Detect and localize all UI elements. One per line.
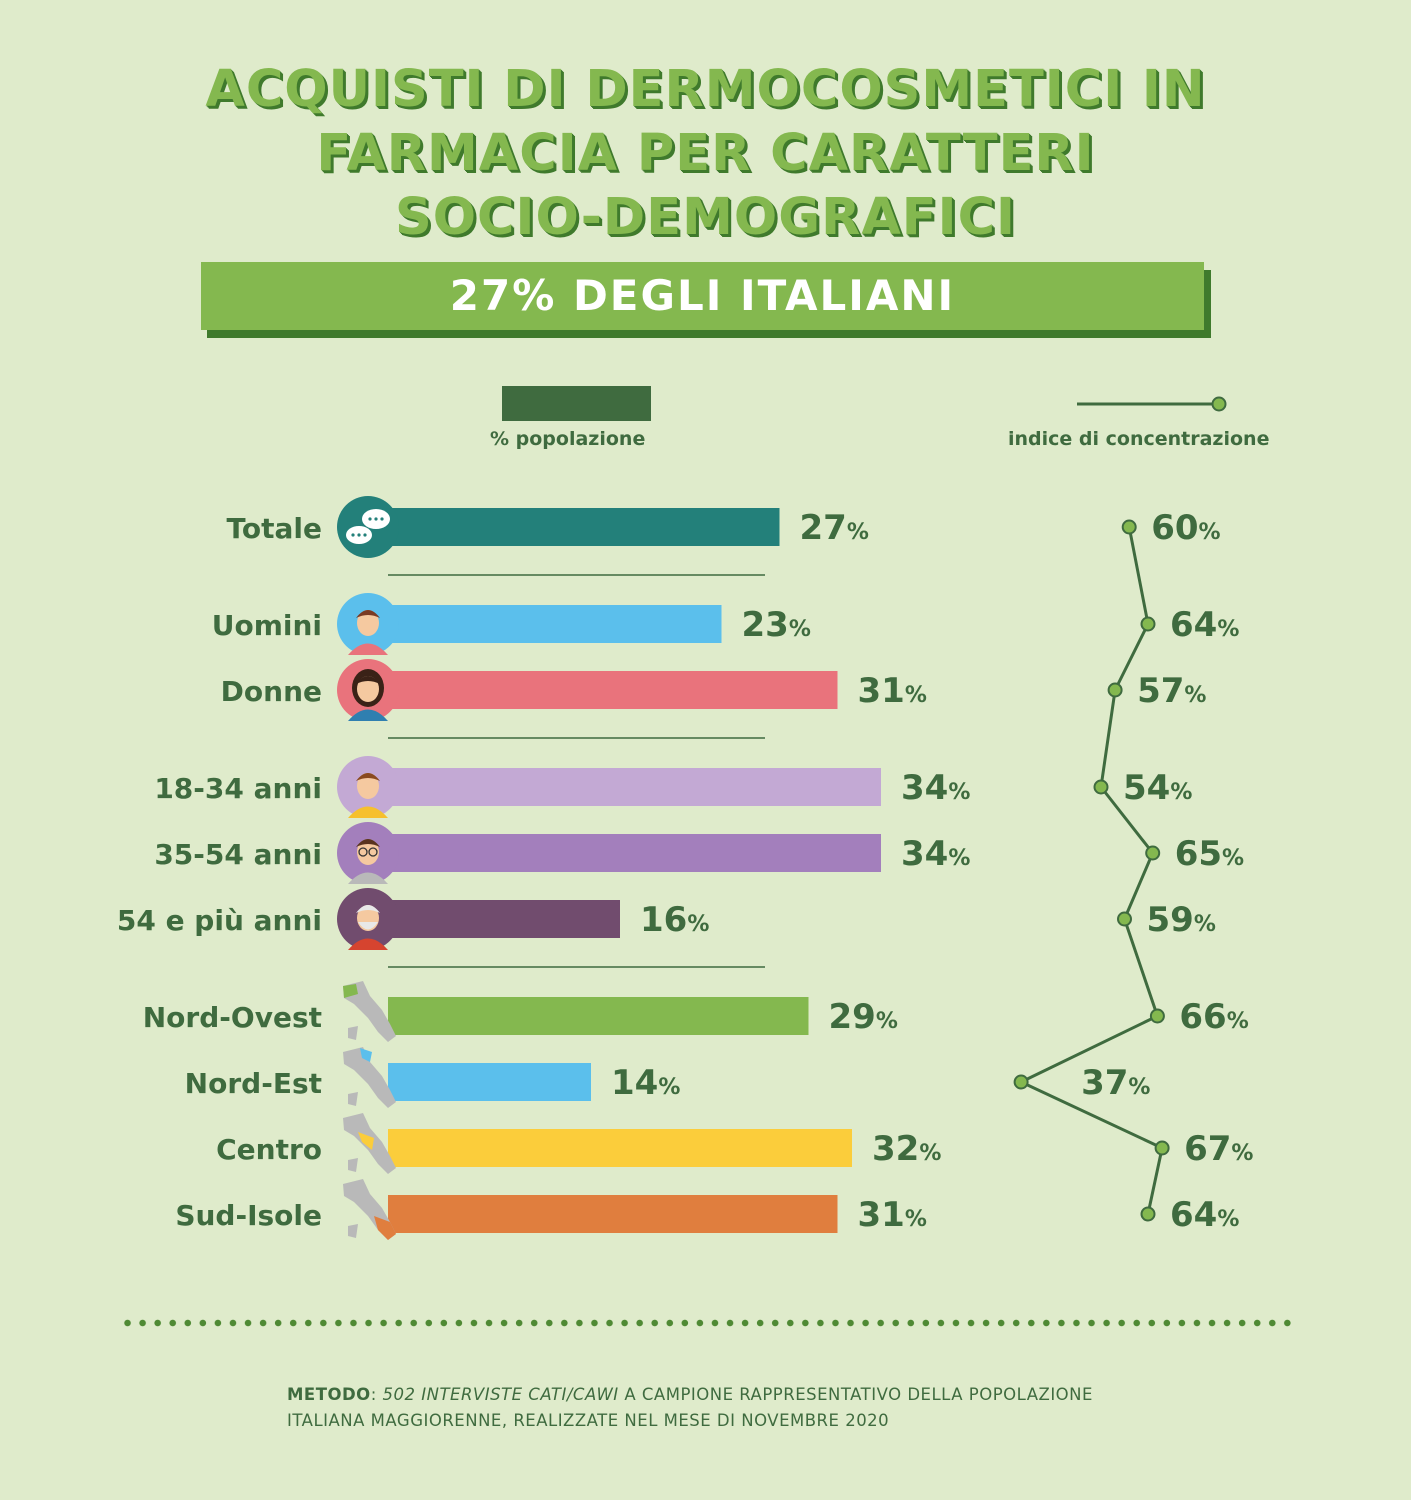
- footer-divider: [120, 1318, 1295, 1328]
- italy-map-center-icon: [343, 1113, 396, 1174]
- italy-map-northeast-icon: [343, 1047, 396, 1108]
- concentration-value-label: 66%: [1179, 997, 1248, 1037]
- italy-map-south-icon: [343, 1179, 396, 1240]
- concentration-value-label: 64%: [1170, 1195, 1239, 1235]
- category-label: Totale: [227, 512, 322, 545]
- concentration-value-label: 37%: [1081, 1063, 1150, 1103]
- concentration-point: [1145, 845, 1161, 861]
- category-label: Nord-Ovest: [143, 1001, 322, 1034]
- concentration-value-label: 65%: [1175, 834, 1244, 874]
- bar-value-label: 16%: [640, 900, 709, 940]
- bar-centro: [388, 1129, 852, 1167]
- legend-dot-swatch: [1211, 396, 1227, 412]
- concentration-index-line: [1019, 526, 1164, 1215]
- bar-value-label: 14%: [611, 1063, 680, 1103]
- legend-bar-label: % popolazione: [490, 428, 646, 450]
- bar-sud-isole: [388, 1195, 838, 1233]
- title-line-2: FARMACIA PER CARATTERI: [316, 124, 1095, 183]
- bar-uomini: [388, 605, 722, 643]
- concentration-point: [1140, 616, 1156, 632]
- method-note: METODO: 502 INTERVISTE CATI/CAWI A CAMPI…: [287, 1385, 1093, 1430]
- concentration-value-label: 57%: [1137, 671, 1206, 711]
- category-label: Centro: [216, 1133, 322, 1166]
- category-label: Nord-Est: [185, 1067, 322, 1100]
- woman-avatar-icon: [337, 659, 399, 721]
- category-label: 54 e più anni: [117, 904, 322, 937]
- title-line-1: ACQUISTI DI DERMOCOSMETICI IN: [205, 60, 1206, 119]
- banner-subtitle: 27% DEGLI ITALIANI: [201, 262, 1204, 330]
- category-label: Sud-Isole: [175, 1199, 322, 1232]
- concentration-value-label: 67%: [1184, 1129, 1253, 1169]
- bar-value-label: 29%: [829, 997, 898, 1037]
- method-text-2: ITALIANA MAGGIORENNE, REALIZZATE NEL MES…: [287, 1411, 890, 1430]
- bar-value-label: 32%: [872, 1129, 941, 1169]
- adult-man-glasses-icon: [337, 822, 399, 884]
- concentration-value-label: 60%: [1151, 508, 1220, 548]
- bar-value-label: 23%: [742, 605, 811, 645]
- concentration-point: [1121, 519, 1137, 535]
- concentration-point: [1154, 1140, 1170, 1156]
- category-label: 35-54 anni: [154, 838, 322, 871]
- concentration-point: [1149, 1008, 1165, 1024]
- category-label: 18-34 anni: [154, 772, 322, 805]
- man-avatar-icon: [337, 593, 399, 655]
- category-label: Uomini: [212, 609, 322, 642]
- bar-donne: [388, 671, 838, 709]
- concentration-value-label: 64%: [1170, 605, 1239, 645]
- bar-totale: [388, 508, 780, 546]
- concentration-point: [1140, 1206, 1156, 1222]
- method-sample: 502 INTERVISTE CATI/CAWI: [382, 1385, 619, 1404]
- italy-map-northwest-icon: [343, 981, 396, 1042]
- concentration-point: [1107, 682, 1123, 698]
- legend-line-label: indice di concentrazione: [1008, 428, 1270, 450]
- title-line-3: SOCIO-DEMOGRAFICI: [394, 188, 1017, 247]
- bar-value-label: 34%: [901, 768, 970, 808]
- method-label: METODO: [287, 1385, 371, 1404]
- bar-54-e-pi-anni: [388, 900, 620, 938]
- bar-nord-est: [388, 1063, 591, 1101]
- bar-value-label: 34%: [901, 834, 970, 874]
- speech-bubbles-icon: [337, 496, 399, 558]
- category-label: Donne: [221, 675, 322, 708]
- elderly-man-icon: [337, 888, 399, 950]
- bar-18-34-anni: [388, 768, 881, 806]
- bar-nord-ovest: [388, 997, 809, 1035]
- concentration-value-label: 54%: [1123, 768, 1192, 808]
- legend-bar-swatch: [502, 386, 651, 421]
- young-person-icon: [337, 756, 399, 818]
- method-text-1: A CAMPIONE RAPPRESENTATIVO DELLA POPOLAZ…: [618, 1385, 1093, 1404]
- concentration-value-label: 59%: [1147, 900, 1216, 940]
- concentration-point: [1117, 911, 1132, 927]
- bar-35-54-anni: [388, 834, 881, 872]
- concentration-point: [1093, 779, 1109, 795]
- bar-value-label: 31%: [858, 671, 927, 711]
- bar-value-label: 27%: [800, 508, 869, 548]
- bar-value-label: 31%: [858, 1195, 927, 1235]
- chart-title: ACQUISTI DI DERMOCOSMETICI IN FARMACIA P…: [0, 58, 1411, 250]
- concentration-point: [1013, 1074, 1029, 1090]
